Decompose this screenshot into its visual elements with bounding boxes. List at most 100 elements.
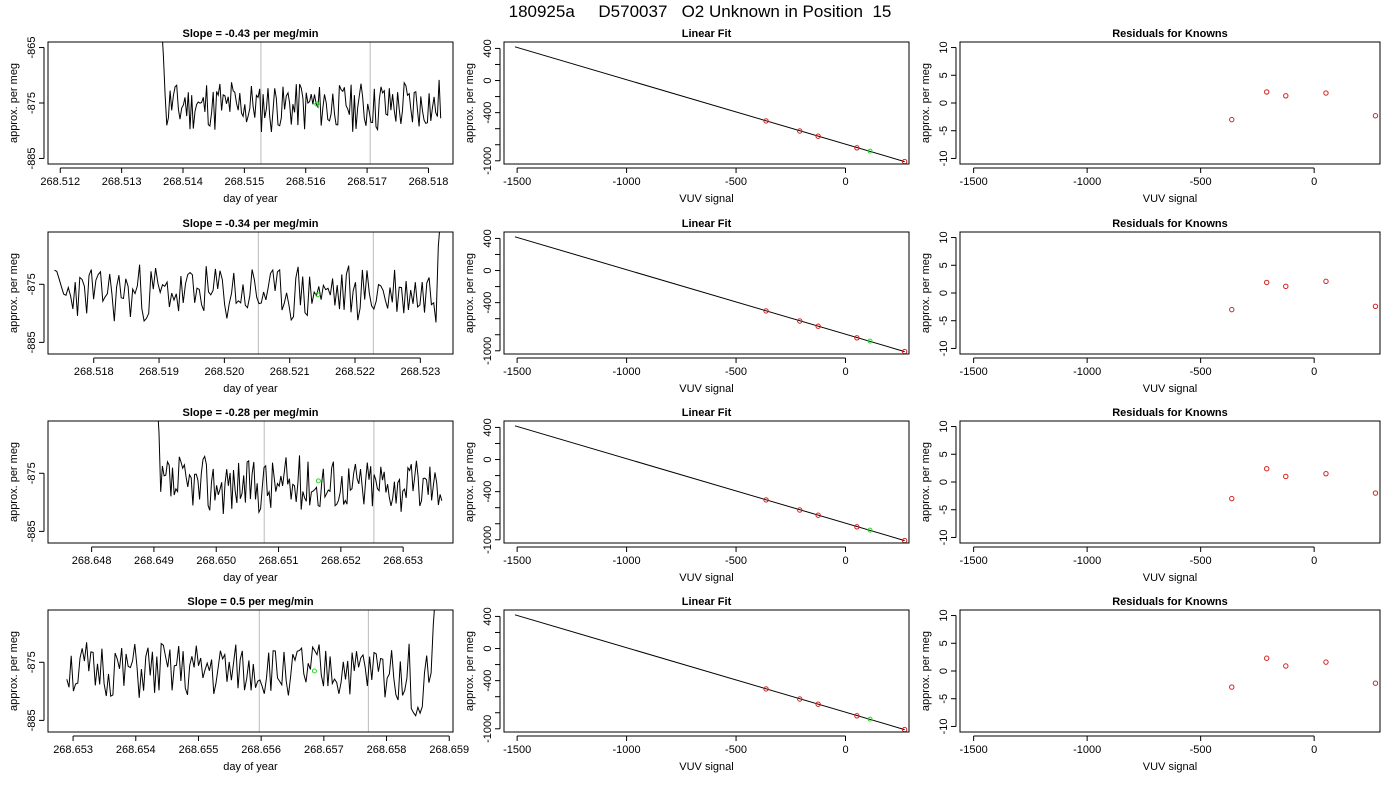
y-tick-label: -400 (482, 102, 494, 124)
x-axis-label: VUV signal (679, 761, 733, 773)
y-tick-label: 400 (482, 39, 494, 57)
y-tick-label: -885 (26, 147, 38, 169)
x-tick-label: 268.653 (383, 555, 423, 567)
y-axis-label: approx. per meg (464, 253, 476, 333)
known-point (1372, 113, 1379, 119)
x-tick-label: 268.652 (321, 555, 361, 567)
panel-fit-row1: Linear Fit -1500 -1000 -500 0 VUV signal 400 0 -… (464, 28, 910, 205)
fit-line (514, 46, 905, 163)
x-tick-label: 268.649 (134, 555, 174, 567)
known-point (1323, 278, 1329, 285)
known-point (1372, 680, 1379, 686)
y-tick-label: 0 (482, 77, 494, 83)
known-point (797, 128, 803, 134)
unknown-point (867, 148, 873, 154)
y-axis-label: approx. per meg (8, 631, 20, 711)
x-tick-label: 0 (842, 744, 848, 756)
x-tick-label: -1000 (613, 176, 641, 188)
panel-residuals-row3: Residuals for Knowns -1500 -1000 -500 0 VUV s… (920, 407, 1381, 584)
panel-trace-row3: Slope = -0.28 per meg/min 268.648 268.649 2… (8, 407, 454, 584)
x-tick-label: 268.523 (400, 366, 440, 378)
panel-title: Linear Fit (682, 407, 732, 419)
x-tick-label: 268.654 (116, 744, 156, 756)
fit-line (514, 614, 905, 731)
x-tick-label: -1000 (613, 744, 641, 756)
y-axis-label: approx. per meg (920, 63, 932, 143)
x-axis-label: day of year (223, 193, 278, 205)
known-point (854, 335, 860, 341)
trace-line (54, 232, 440, 323)
x-axis-label: day of year (223, 572, 278, 584)
x-tick-label: 268.521 (270, 366, 310, 378)
known-point (854, 145, 860, 151)
x-tick-label: -1000 (613, 366, 641, 378)
y-tick-label: -400 (482, 481, 494, 503)
y-axis-label: approx. per meg (464, 442, 476, 522)
known-point (815, 133, 821, 139)
known-point (1283, 93, 1289, 99)
panel-fit-row2: Linear Fit -1500 -1000 -500 0 VUV signal 400 0 -… (464, 218, 910, 395)
y-axis-label: approx. per meg (8, 63, 20, 143)
y-tick-label: -10 (938, 341, 950, 357)
y-tick-label: 0 (938, 290, 950, 296)
panel-title: Slope = -0.34 per meg/min (182, 218, 318, 230)
panel-residuals-row1: Residuals for Knowns -1500 -1000 -500 0 VUV s… (920, 28, 1381, 205)
x-tick-label: -1000 (1073, 176, 1101, 188)
trace-line (157, 421, 443, 515)
known-point (1229, 684, 1235, 690)
unknown-point (867, 338, 873, 344)
unknown-point (315, 292, 321, 298)
x-tick-label: 0 (1311, 555, 1317, 567)
x-tick-label: -1500 (503, 555, 531, 567)
plot-frame (503, 231, 910, 355)
y-tick-label: -865 (26, 37, 38, 59)
x-tick-label: 268.657 (304, 744, 344, 756)
known-point (1229, 116, 1235, 123)
x-tick-label: 0 (1311, 366, 1317, 378)
known-point (1283, 473, 1289, 480)
y-tick-label: 400 (482, 418, 494, 436)
x-tick-label: 268.514 (163, 176, 203, 188)
y-tick-label: 10 (938, 231, 950, 243)
x-tick-label: -500 (725, 176, 747, 188)
x-tick-label: 268.658 (367, 744, 407, 756)
y-tick-label: 400 (482, 229, 494, 247)
y-tick-label: -10 (938, 151, 950, 167)
y-tick-label: -5 (938, 694, 950, 704)
plot-frame (959, 231, 1381, 355)
x-tick-label: -1500 (503, 366, 531, 378)
panel-residuals-row2: Residuals for Knowns -1500 -1000 -500 0 VUV s… (920, 218, 1381, 395)
known-point (1372, 490, 1379, 496)
panel-title: Residuals for Knowns (1112, 596, 1228, 608)
known-point (797, 318, 803, 324)
x-axis-label: VUV signal (679, 383, 733, 395)
known-point (815, 323, 821, 329)
y-tick-label: 10 (938, 420, 950, 432)
x-tick-label: 268.520 (204, 366, 244, 378)
unknown-point (867, 716, 873, 722)
y-tick-label: -10 (938, 719, 950, 735)
x-axis-label: VUV signal (1143, 193, 1197, 205)
panel-fit-row3: Linear Fit -1500 -1000 -500 0 VUV signal 400 0 -… (464, 407, 910, 584)
plot-frame (47, 609, 454, 733)
unknown-point (311, 668, 317, 674)
x-tick-label: 0 (842, 555, 848, 567)
x-axis-label: VUV signal (1143, 383, 1197, 395)
x-axis-label: VUV signal (1143, 761, 1197, 773)
y-tick-label: 0 (938, 100, 950, 106)
x-tick-label: -1000 (1073, 555, 1101, 567)
x-tick-label: 268.648 (72, 555, 112, 567)
panel-title: Linear Fit (682, 28, 732, 40)
y-tick-label: -5 (938, 126, 950, 136)
x-tick-label: -500 (1190, 555, 1212, 567)
plot-frame (959, 609, 1381, 733)
plot-frame (959, 420, 1381, 544)
plot-frame (47, 41, 454, 165)
x-tick-label: -500 (1190, 744, 1212, 756)
x-tick-label: -1500 (960, 176, 988, 188)
y-tick-label: -400 (482, 292, 494, 314)
y-axis-label: approx. per meg (920, 253, 932, 333)
y-tick-label: -5 (938, 505, 950, 515)
y-tick-label: 10 (938, 41, 950, 53)
y-tick-label: -400 (482, 670, 494, 692)
